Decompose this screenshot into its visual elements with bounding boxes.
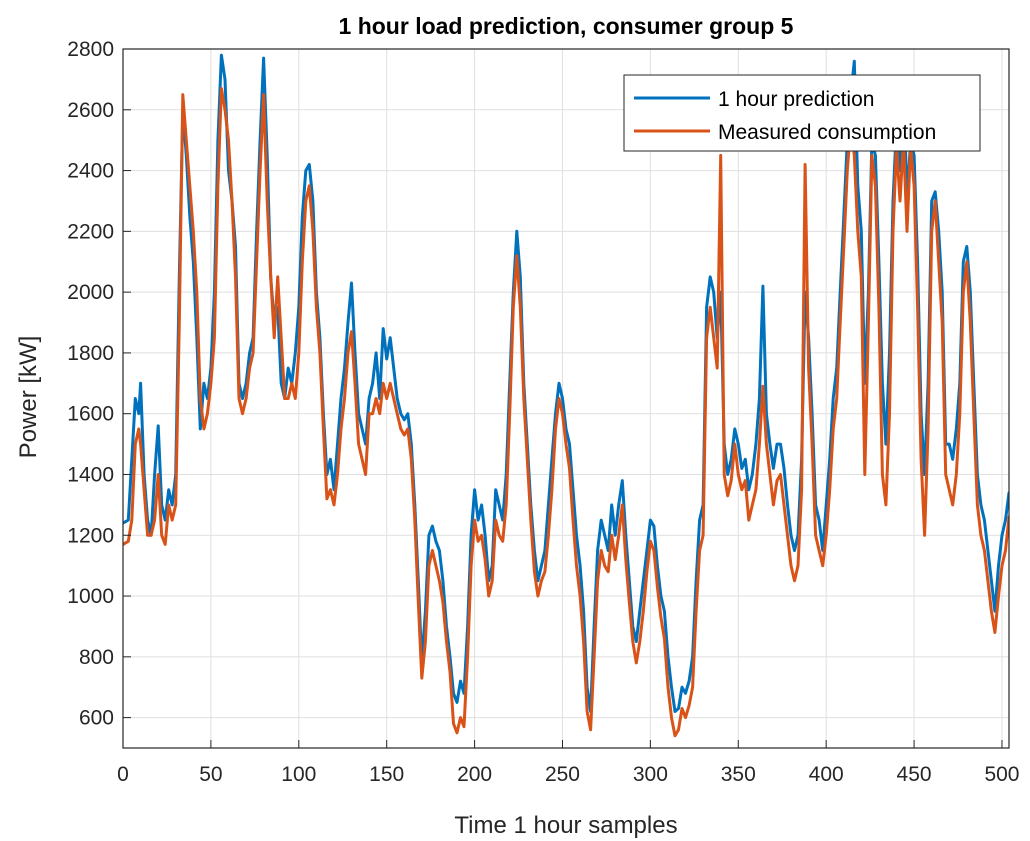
x-tick-label: 100 (281, 763, 316, 786)
y-tick-label: 2400 (67, 160, 114, 183)
axis-ticks: 0 50 100 150 200 250 300 350 400 450 500 600 800 1000… (67, 38, 1019, 786)
series-line-measured (123, 87, 1009, 738)
x-tick-label: 500 (984, 763, 1019, 786)
chart-title: 1 hour load prediction, consumer group 5 (339, 13, 794, 39)
y-tick-label: 1200 (67, 524, 114, 547)
series-layer (123, 53, 1009, 738)
x-tick-label: 0 (117, 763, 129, 786)
y-tick-label: 600 (79, 707, 114, 730)
plot-area (123, 49, 1009, 748)
y-tick-label: 2200 (67, 220, 114, 243)
x-tick-label: 450 (897, 763, 932, 786)
y-tick-label: 1600 (67, 403, 114, 426)
y-tick-label: 2800 (67, 38, 114, 61)
x-axis-label: Time 1 hour samples (454, 812, 677, 839)
y-tick-label: 2000 (67, 281, 114, 304)
axes-box (122, 48, 1010, 749)
y-tick-label: 2600 (67, 99, 114, 122)
x-tick-label: 50 (199, 763, 222, 786)
x-tick-label: 400 (809, 763, 844, 786)
y-tick-label: 800 (79, 646, 114, 669)
y-tick-label: 1400 (67, 463, 114, 486)
x-tick-label: 250 (545, 763, 580, 786)
x-tick-label: 300 (633, 763, 668, 786)
y-tick-label: 1000 (67, 585, 114, 608)
y-axis-label: Power [kW] (15, 336, 42, 459)
legend-label-prediction: 1 hour prediction (718, 88, 874, 111)
legend-label-measured: Measured consumption (718, 121, 936, 144)
legend: 1 hour prediction Measured consumption (623, 74, 981, 152)
y-tick-label: 1800 (67, 342, 114, 365)
x-tick-label: 200 (457, 763, 492, 786)
legend-box (623, 74, 981, 152)
x-tick-label: 150 (369, 763, 404, 786)
x-tick-label: 350 (721, 763, 756, 786)
